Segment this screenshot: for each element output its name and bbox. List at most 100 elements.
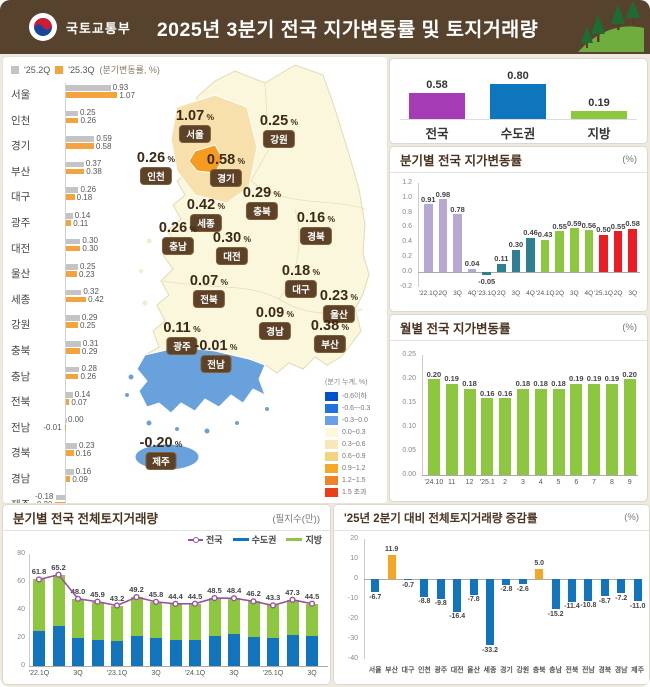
bar-legend-icon	[232, 538, 249, 541]
bar-value: 0.19	[604, 374, 620, 384]
percent-sign: %	[284, 309, 295, 319]
map-region-label: 0.11 % 광주	[163, 321, 201, 355]
map-region-label: 0.07 % 전북	[190, 274, 228, 308]
x-label: '24.1Q	[184, 670, 206, 677]
y-tick: 0.4	[402, 238, 412, 246]
regional-value: 0.28	[81, 364, 98, 374]
regional-bar	[66, 366, 80, 373]
zero-line	[422, 475, 638, 476]
bar-value: 0.30	[508, 240, 524, 250]
x-label: 2Q	[496, 290, 506, 297]
map-region-value: 0.26 %	[136, 150, 176, 166]
ministry-name: 국토교통부	[66, 20, 131, 36]
map-region-value: 0.29 %	[242, 185, 282, 201]
y-tick: 0.2	[402, 253, 412, 260]
quarterly-unit: (%)	[622, 154, 637, 165]
regional-value: 0.25	[80, 108, 96, 118]
map-region-label: 0.29 % 충북	[243, 186, 281, 220]
chart-bar	[605, 383, 618, 475]
x-label: '25.1Q	[594, 290, 613, 297]
percent-sign: %	[227, 342, 238, 352]
percent-sign: %	[218, 277, 229, 287]
map-legend-row: -0.6이하	[325, 390, 383, 402]
x-label: 3Q	[151, 670, 161, 677]
x-label: 인천	[417, 667, 431, 674]
chart-bar	[613, 231, 623, 272]
region-label: 전남	[11, 421, 31, 434]
x-label: 대구	[401, 667, 415, 674]
map-region-name: 전남	[200, 355, 232, 373]
jibang-bar	[91, 601, 104, 641]
x-label: 제주	[631, 667, 645, 674]
percent-sign: %	[339, 322, 350, 332]
total-value: 65.2	[51, 562, 66, 572]
regional-bar	[66, 289, 82, 296]
region-label: 충남	[11, 370, 31, 383]
bar-value: 0.91	[420, 194, 436, 204]
chart-bar	[518, 579, 527, 585]
percent-sign: %	[288, 117, 299, 127]
regional-value: 0.25	[80, 261, 96, 271]
regional-value: 0.23	[79, 269, 95, 279]
regional-bar	[66, 341, 81, 347]
jibang-bar	[130, 597, 143, 636]
regional-panel: '25.2Q '25.3Q (분기변동률, %) 서울 0.93 1.07 인천 0.2…	[2, 56, 388, 504]
region-label: 충북	[11, 345, 31, 357]
chart-bar	[427, 379, 440, 475]
regional-value: 0.11	[73, 218, 89, 228]
regional-legend: '25.2Q '25.3Q (분기변동률, %)	[11, 63, 160, 76]
chart-bar	[570, 383, 583, 475]
x-label: 3	[520, 479, 525, 486]
monthly-bar-chart: 0.25 0.20 0.15 0.10 0.05 0.00 0.20 '24.10 0.19 11…	[390, 315, 647, 501]
regional-value: 0.30	[82, 236, 98, 246]
y-tick: -0.2	[399, 282, 412, 290]
region-label: 대전	[11, 242, 31, 255]
bar-value: -11.0	[629, 602, 646, 610]
chart-bar	[617, 579, 626, 594]
bar-value: 0.18	[551, 379, 566, 389]
sudo-bar	[286, 634, 299, 666]
map-region-name: 세종	[190, 214, 222, 232]
map-legend-label: -0.6이하	[342, 393, 367, 400]
y-tick: 0.20	[402, 375, 416, 382]
regional-bar	[56, 494, 65, 501]
x-label: 3Q	[569, 290, 579, 297]
map-legend-row: -0.6~-0.3	[325, 402, 383, 414]
percent-sign: %	[310, 267, 321, 277]
regional-bar	[66, 296, 87, 303]
regional-bar	[66, 399, 70, 405]
x-label: 충북	[532, 667, 546, 674]
sudo-bar	[130, 635, 143, 666]
regional-value: 0.26	[80, 372, 97, 382]
bar-value: -33.2	[482, 646, 498, 654]
map-legend-swatch	[325, 391, 338, 401]
y-tick: -30	[347, 635, 358, 642]
map-region-name: 인천	[140, 167, 172, 185]
bar-value: 0.19	[568, 374, 584, 384]
regional-value: 1.07	[119, 90, 135, 100]
regional-bar	[64, 424, 66, 431]
regional-bar	[66, 417, 67, 424]
x-label: 2Q	[438, 290, 448, 297]
map-region-value: 0.42 %	[186, 197, 226, 213]
map-region-value: 0.16 %	[296, 210, 336, 226]
regional-value: 0.00	[68, 415, 84, 425]
jibang-bar	[208, 598, 221, 636]
regional-value: 0.25	[80, 320, 96, 330]
map-legend-label: 1.5 초과	[342, 489, 367, 496]
bar-value: -2.8	[500, 586, 513, 594]
chart-bar	[516, 388, 529, 475]
percent-sign: %	[325, 214, 336, 224]
monthly-unit: (%)	[622, 322, 637, 333]
regional-value: 0.14	[74, 210, 91, 220]
sudo-bar	[111, 640, 123, 666]
map-legend-label: 0.0~0.3	[342, 428, 366, 436]
y-tick: 20	[350, 535, 358, 542]
jibang-bar	[267, 605, 279, 639]
map-legend-label: 0.6~0.9	[342, 452, 366, 460]
region-jeonnam	[136, 346, 266, 414]
map-legend-swatch	[325, 439, 338, 449]
y-tick: 0.25	[402, 351, 416, 358]
chart-bar	[453, 214, 462, 272]
map-legend-label: 0.3~0.6	[342, 440, 366, 448]
